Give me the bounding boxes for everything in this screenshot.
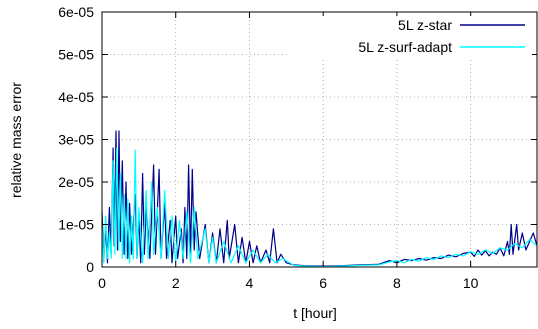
series-layer [101,130,538,268]
y-tick-label: 4e-05 [58,89,94,105]
x-tick-label: 0 [98,275,106,291]
y-tick-label: 5e-05 [58,47,94,63]
y-tick-label: 1e-05 [58,217,94,233]
y-tick-label: 2e-05 [58,174,94,190]
y-tick-label: 6e-05 [58,4,94,20]
legend-background [290,16,532,60]
legend: 5L z-star 5L z-surf-adapt [290,16,532,60]
x-tick-label: 6 [319,275,327,291]
x-tick-label: 2 [172,275,180,291]
x-tick-label: 10 [463,275,479,291]
y-tick-label: 0 [86,259,94,275]
x-axis-label: t [hour] [293,305,337,321]
x-tick-label: 4 [246,275,254,291]
x-tick-label: 8 [393,275,401,291]
legend-label-z-star: 5L z-star [398,17,452,33]
y-axis-label: relative mass error [8,82,24,198]
y-tick-label: 3e-05 [58,132,94,148]
series-line-1 [101,147,538,268]
axis-ticks: 0 1e-05 2e-05 3e-05 4e-05 5e-05 6e-05 0 2 4 6 8 10 [58,4,537,291]
legend-label-z-surf-adapt: 5L z-surf-adapt [358,39,452,55]
